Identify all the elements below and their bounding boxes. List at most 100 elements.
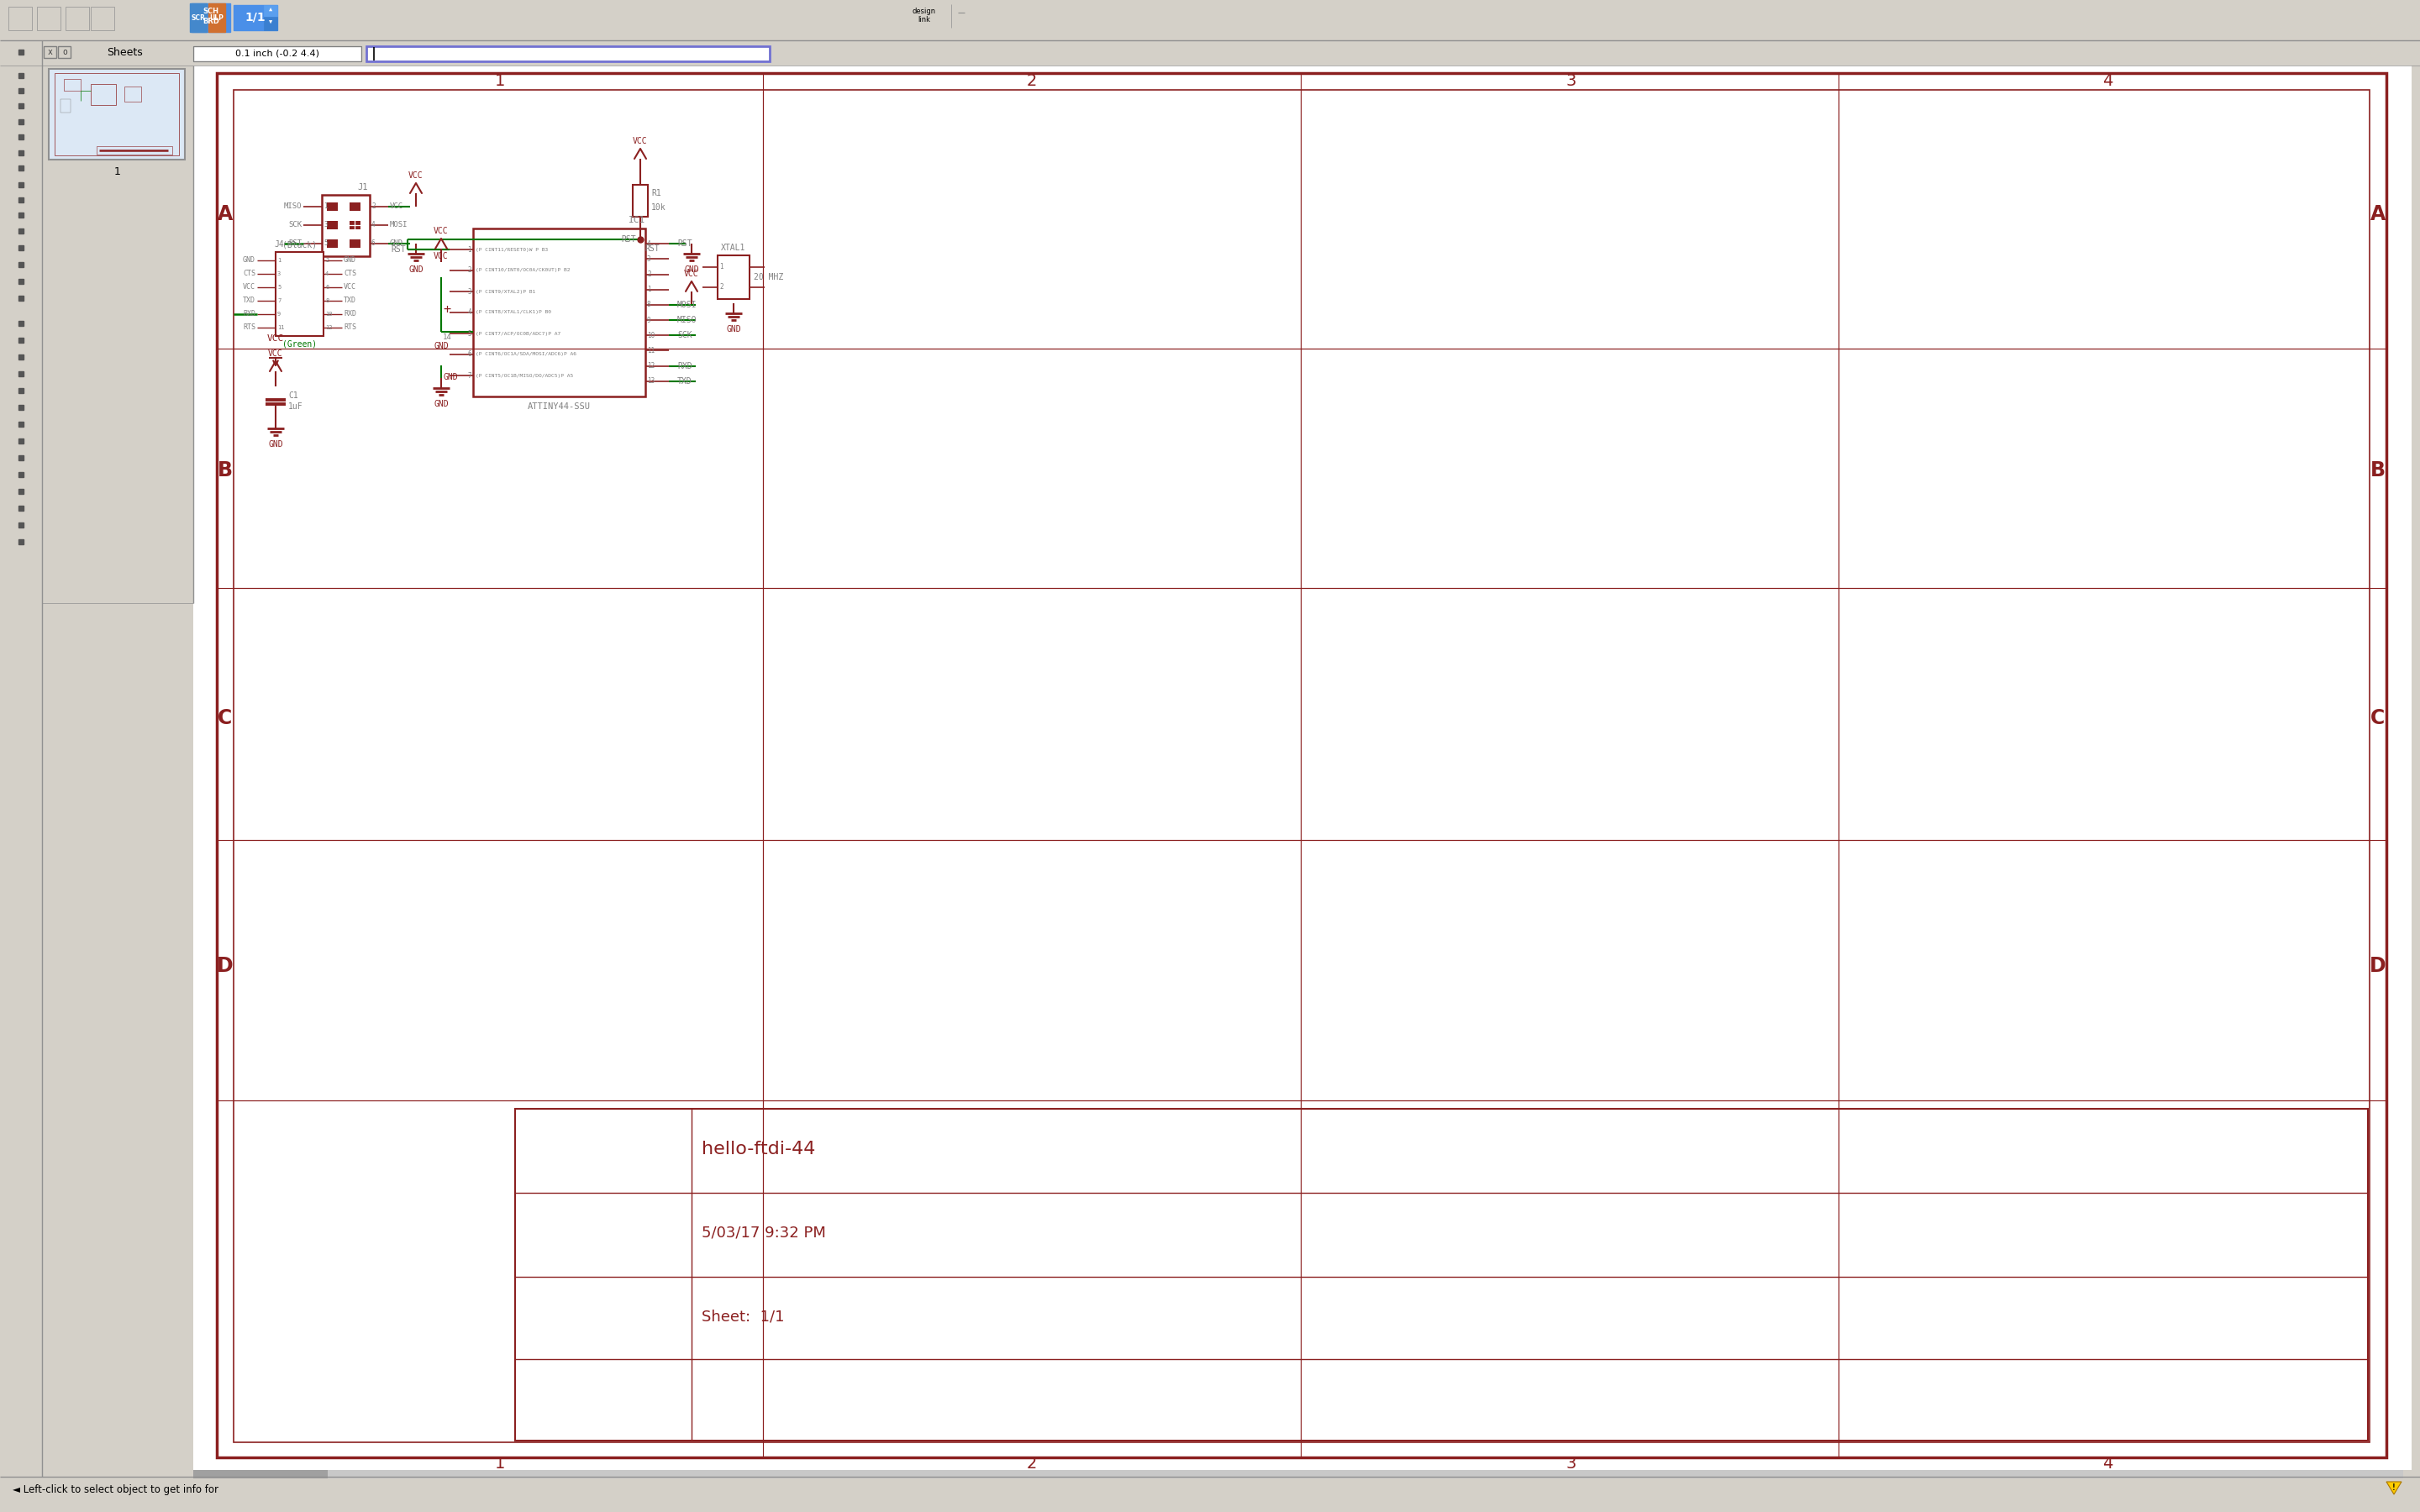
Bar bbox=[194, 47, 361, 62]
Text: ◄ Left-click to select object to get info for: ◄ Left-click to select object to get inf… bbox=[12, 1483, 218, 1495]
Text: RST: RST bbox=[288, 240, 302, 248]
Bar bbox=[194, 47, 361, 62]
Bar bbox=[719, 256, 750, 299]
Bar bbox=[7, 6, 31, 30]
Text: J4: J4 bbox=[273, 240, 283, 248]
Text: 0.1 inch (-0.2 4.4): 0.1 inch (-0.2 4.4) bbox=[235, 50, 319, 57]
Text: ATTINY44-SSU: ATTINY44-SSU bbox=[528, 402, 590, 411]
Text: 2: 2 bbox=[719, 284, 724, 290]
Bar bbox=[194, 1470, 2403, 1479]
Text: VCC: VCC bbox=[634, 138, 649, 145]
Text: B: B bbox=[218, 460, 232, 481]
Text: D: D bbox=[2369, 956, 2386, 977]
Text: BRD: BRD bbox=[203, 17, 220, 24]
Text: GND: GND bbox=[726, 325, 741, 334]
Text: RTS: RTS bbox=[242, 324, 257, 331]
Text: RXD: RXD bbox=[242, 310, 257, 318]
Text: CTS: CTS bbox=[344, 271, 356, 278]
Text: 5/03/17 9:32 PM: 5/03/17 9:32 PM bbox=[702, 1226, 825, 1241]
Text: 8: 8 bbox=[324, 298, 329, 304]
Text: 3: 3 bbox=[1566, 1455, 1575, 1471]
Text: (P CINT8/XTAL1/CLK1)P B0: (P CINT8/XTAL1/CLK1)P B0 bbox=[477, 310, 552, 314]
Bar bbox=[97, 147, 172, 154]
Text: !: ! bbox=[2391, 1483, 2396, 1492]
Text: design: design bbox=[912, 8, 937, 15]
Text: 9: 9 bbox=[646, 316, 651, 324]
Bar bbox=[218, 73, 2386, 1458]
Text: 8: 8 bbox=[646, 301, 651, 308]
Bar bbox=[365, 47, 770, 62]
Text: VCC: VCC bbox=[433, 227, 448, 236]
Text: TXD: TXD bbox=[242, 296, 257, 304]
Text: 6: 6 bbox=[370, 240, 375, 248]
Text: 10: 10 bbox=[646, 331, 656, 339]
Bar bbox=[92, 85, 116, 104]
Text: 1: 1 bbox=[646, 286, 651, 293]
Text: ▼: ▼ bbox=[269, 20, 273, 26]
Text: 6: 6 bbox=[467, 351, 472, 358]
Text: R1: R1 bbox=[651, 189, 661, 198]
Text: (P CINT6/OC1A/SDA/MOSI/ADC6)P A6: (P CINT6/OC1A/SDA/MOSI/ADC6)P A6 bbox=[477, 352, 576, 357]
Text: GND: GND bbox=[344, 257, 356, 265]
Bar bbox=[92, 6, 114, 30]
Bar bbox=[327, 221, 339, 230]
Text: SCK: SCK bbox=[678, 331, 692, 340]
Text: A: A bbox=[218, 204, 232, 224]
Text: RXD: RXD bbox=[678, 361, 692, 370]
Bar bbox=[264, 17, 278, 30]
Text: 9: 9 bbox=[278, 311, 281, 316]
Text: 11: 11 bbox=[278, 325, 286, 330]
Text: 1: 1 bbox=[719, 263, 724, 271]
Text: 4: 4 bbox=[370, 221, 375, 228]
Bar bbox=[36, 6, 60, 30]
Text: 1: 1 bbox=[278, 259, 281, 263]
Text: 3: 3 bbox=[278, 271, 281, 277]
Text: RST: RST bbox=[622, 236, 636, 243]
Text: 4: 4 bbox=[2103, 74, 2113, 89]
Text: 20 MHZ: 20 MHZ bbox=[753, 274, 784, 281]
Text: VCC: VCC bbox=[344, 284, 356, 290]
Text: VCC: VCC bbox=[409, 171, 423, 180]
Text: GND: GND bbox=[685, 266, 699, 274]
Text: B: B bbox=[2372, 460, 2386, 481]
Bar bbox=[327, 239, 339, 248]
Text: 3: 3 bbox=[1566, 74, 1575, 89]
Bar bbox=[910, 5, 956, 27]
Text: C: C bbox=[2372, 708, 2386, 729]
Bar bbox=[189, 3, 206, 32]
Text: 12: 12 bbox=[324, 325, 332, 330]
Text: GND: GND bbox=[269, 440, 283, 449]
Bar bbox=[324, 5, 341, 29]
Text: GND: GND bbox=[409, 266, 423, 274]
Text: ▲: ▲ bbox=[269, 8, 273, 12]
Text: 1: 1 bbox=[494, 1455, 506, 1471]
Text: 3: 3 bbox=[324, 221, 327, 228]
Text: 5: 5 bbox=[467, 330, 472, 337]
Text: GND: GND bbox=[242, 257, 257, 265]
Bar bbox=[41, 65, 194, 603]
Bar bbox=[63, 79, 80, 91]
Text: RXD: RXD bbox=[344, 310, 356, 318]
Text: 5: 5 bbox=[324, 240, 327, 248]
Text: 2: 2 bbox=[1026, 1455, 1038, 1471]
Text: RST: RST bbox=[644, 245, 658, 253]
Bar bbox=[0, 0, 2420, 41]
Bar bbox=[44, 47, 56, 57]
Text: (Black): (Black) bbox=[283, 240, 317, 248]
Text: 1: 1 bbox=[494, 74, 506, 89]
Text: 1: 1 bbox=[114, 166, 121, 178]
Text: Sheets: Sheets bbox=[106, 47, 143, 57]
Text: MISO: MISO bbox=[283, 203, 302, 210]
Bar bbox=[235, 5, 278, 30]
Bar bbox=[0, 41, 2420, 65]
Text: 3: 3 bbox=[646, 256, 651, 263]
Text: VCC: VCC bbox=[269, 349, 283, 358]
Text: CTS: CTS bbox=[242, 271, 257, 278]
Bar bbox=[348, 203, 361, 210]
Text: 7: 7 bbox=[278, 298, 281, 304]
Text: 5: 5 bbox=[278, 284, 281, 290]
Text: MISO: MISO bbox=[678, 316, 697, 324]
Bar bbox=[348, 221, 361, 230]
Text: +: + bbox=[443, 302, 450, 316]
Text: hello-ftdi-44: hello-ftdi-44 bbox=[702, 1140, 816, 1158]
